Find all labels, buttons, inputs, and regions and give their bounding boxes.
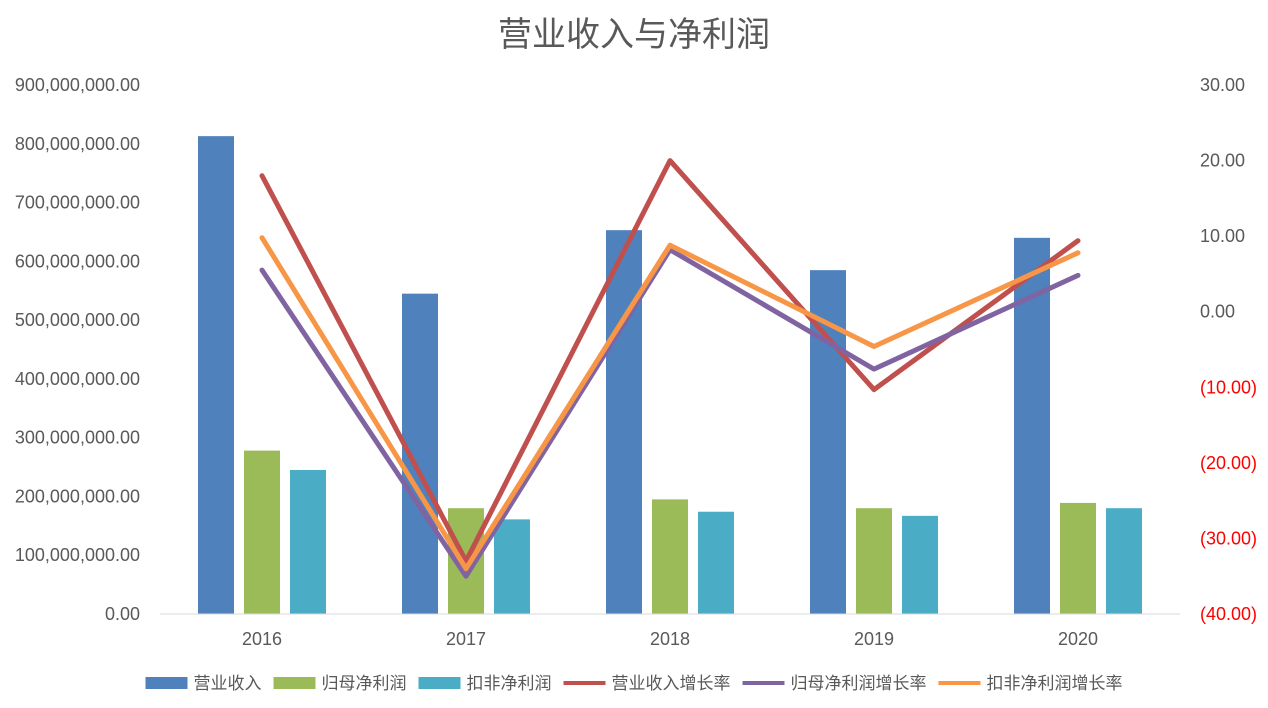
right-axis-tick-label: (30.00) (1200, 528, 1257, 548)
right-axis: (40.00) (30.00) (20.00) (10.00) 0.00 10.00 20.… (1200, 75, 1257, 624)
left-axis-tick-label: 700,000,000.00 (15, 193, 140, 213)
left-axis-tick-label: 200,000,000.00 (15, 486, 140, 506)
left-axis-tick-label: 0.00 (105, 604, 140, 624)
bar-3-2020 (1106, 508, 1142, 614)
left-axis-tick-label: 100,000,000.00 (15, 545, 140, 565)
legend-label: 营业收入增长率 (612, 674, 731, 694)
right-axis-tick-label: 30.00 (1200, 75, 1245, 95)
right-axis-tick-label: 10.00 (1200, 226, 1245, 246)
x-axis-ticks: 2016 2017 2018 2019 2020 (242, 629, 1098, 649)
bar-3-2016 (290, 469, 326, 614)
left-axis-tick-label: 500,000,000.00 (15, 310, 140, 330)
x-tick-label: 2019 (854, 629, 894, 649)
bar-3-2019 (902, 515, 938, 614)
legend-swatch (418, 677, 461, 689)
bar-3-2018 (698, 511, 734, 614)
legend: 营业收入 归母净利润 扣非净利润 营业收入增长率 归母净利润增长率 扣非净利润增长率 (145, 674, 1123, 694)
bar-2-2016 (244, 450, 280, 614)
x-tick-label: 2018 (650, 629, 690, 649)
bars (198, 136, 1142, 615)
legend-swatch (145, 677, 188, 689)
legend-label: 归母净利润 (322, 674, 407, 694)
legend-label: 扣非净利润 (467, 674, 552, 694)
left-axis-tick-label: 800,000,000.00 (15, 134, 140, 154)
x-tick-label: 2020 (1058, 629, 1098, 649)
left-axis-tick-label: 600,000,000.00 (15, 251, 140, 271)
growth-lines (259, 158, 1081, 579)
right-axis-tick-label: 20.00 (1200, 151, 1245, 171)
right-axis-tick-label: 0.00 (1200, 302, 1235, 322)
chart-title: 营业收入与净利润 (498, 15, 770, 55)
growth-line-3 (259, 235, 1081, 572)
right-axis-tick-label: (10.00) (1200, 377, 1257, 397)
legend-label: 扣非净利润增长率 (987, 674, 1123, 694)
legend-label: 营业收入 (194, 674, 262, 694)
left-axis-tick-label: 300,000,000.00 (15, 428, 140, 448)
right-axis-tick-label: (20.00) (1200, 453, 1257, 473)
bar-2-2020 (1060, 502, 1096, 614)
bar-1-2018 (606, 230, 642, 615)
legend-swatch (273, 677, 316, 689)
right-axis-tick-label: (40.00) (1200, 604, 1257, 624)
x-tick-label: 2016 (242, 629, 282, 649)
left-axis: 0.00 100,000,000.00 200,000,000.00 300,000,… (15, 75, 140, 624)
bar-2-2019 (856, 508, 892, 614)
bar-2-2018 (652, 499, 688, 614)
left-axis-tick-label: 900,000,000.00 (15, 75, 140, 95)
left-axis-tick-label: 400,000,000.00 (15, 369, 140, 389)
legend-label: 归母净利润增长率 (791, 674, 927, 694)
bar-3-2017 (494, 519, 530, 614)
bar-1-2016 (198, 136, 234, 615)
x-tick-label: 2017 (446, 629, 486, 649)
